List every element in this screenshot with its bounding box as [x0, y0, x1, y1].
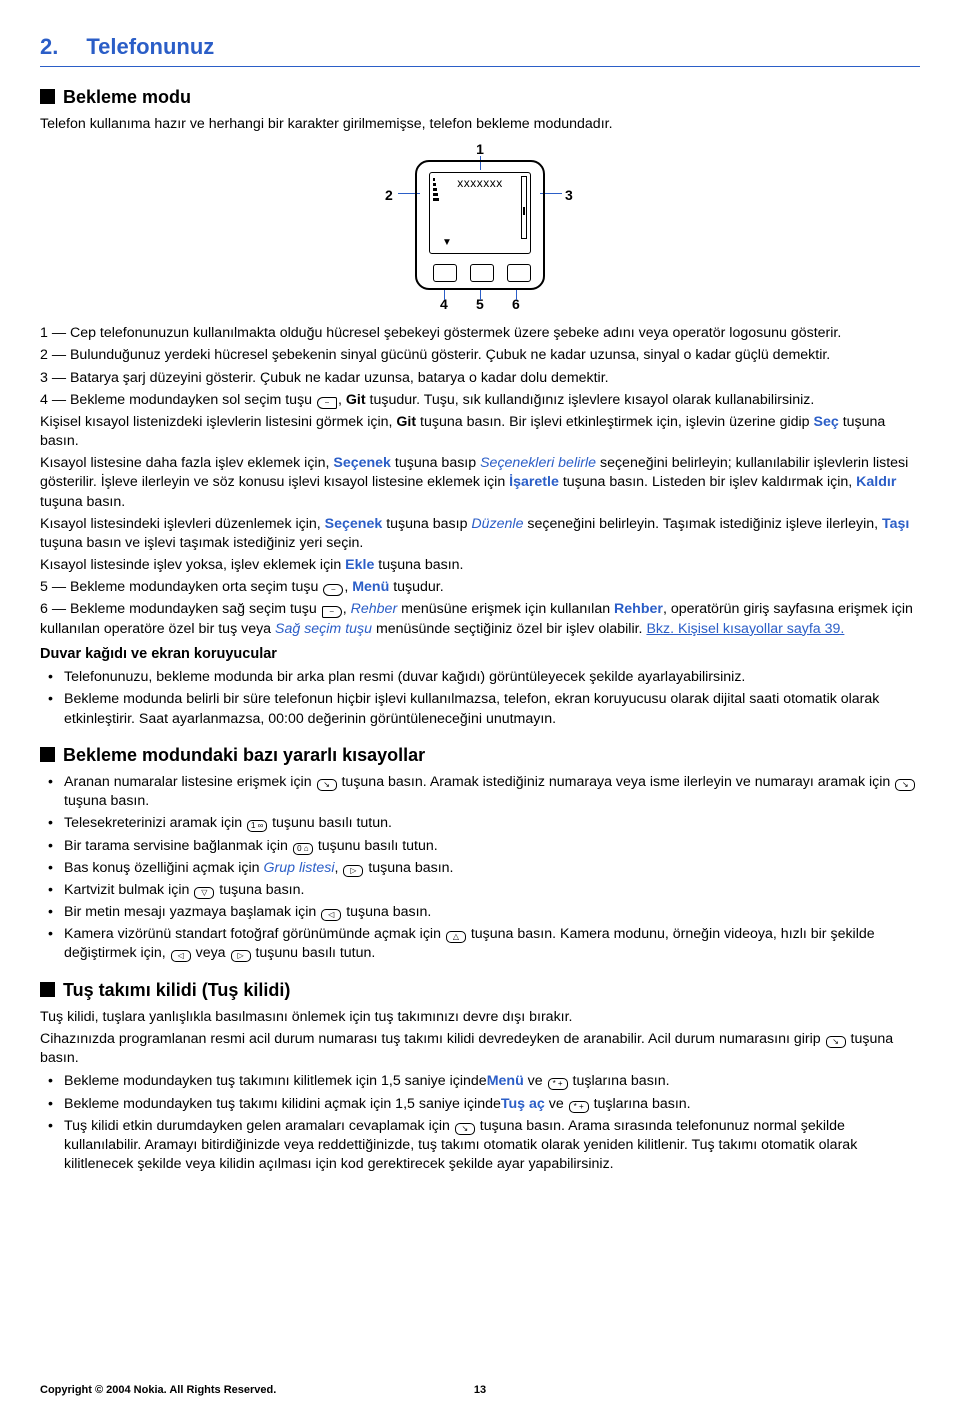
diagram-label-2: 2 [385, 186, 393, 205]
section-standby: Bekleme modu [40, 85, 920, 109]
shortcuts-list: Aranan numaralar listesine erişmek için … [40, 773, 920, 964]
list-item: Bir tarama servisine bağlanmak için 0 ⌂ … [40, 837, 920, 856]
softkey-mid [470, 264, 494, 282]
phone-body: xxxxxxx ▼ [415, 160, 545, 290]
diagram-label-3: 3 [565, 186, 573, 205]
softkey-left [433, 264, 457, 282]
call-key-icon: ↘ [895, 779, 915, 791]
softkey-right-icon: ⎯ [322, 606, 342, 618]
intro-text: Telefon kullanıma hazır ve herhangi bir … [40, 115, 920, 134]
para-7: Kısayol listesindeki işlevleri düzenleme… [40, 515, 920, 553]
chapter-title: 2. Telefonunuz [40, 32, 920, 67]
page-number: 13 [474, 1383, 486, 1398]
item-3: 3 — Batarya şarj düzeyini gösterir. Çubu… [40, 369, 920, 388]
right-key-icon: ▷ [343, 865, 363, 877]
link-shortcuts[interactable]: Bkz. Kişisel kısayollar sayfa 39. [646, 621, 844, 637]
list-item: Kamera vizörünü standart fotoğraf görünü… [40, 925, 920, 963]
item-5: 5 — Bekleme modundayken orta seçim tuşu … [40, 578, 920, 597]
phone-diagram: 1 2 3 4 5 6 xxxxxxx ▼ [40, 142, 920, 312]
page-footer: Copyright © 2004 Nokia. All Rights Reser… [40, 1383, 920, 1398]
softkey-right [507, 264, 531, 282]
star-key-icon: * + [548, 1078, 568, 1090]
star-key-icon: * + [569, 1101, 589, 1113]
keylock-2: Cihazınızda programlanan resmi acil duru… [40, 1030, 920, 1068]
para-6: Kısayol listesine daha fazla işlev eklem… [40, 454, 920, 512]
right-key-icon: ▷ [231, 950, 251, 962]
item-1: 1 — Cep telefonunuzun kullanılmakta oldu… [40, 324, 920, 343]
call-key-icon: ↘ [317, 779, 337, 791]
list-item: Bekleme modundayken tuş takımını kilitle… [40, 1072, 920, 1091]
section-shortcuts: Bekleme modundaki bazı yararlı kısayolla… [40, 743, 920, 767]
left-key-icon: ◁ [321, 909, 341, 921]
list-item: Telefonunuzu, bekleme modunda bir arka p… [40, 668, 920, 687]
list-item: Bekleme modundayken tuş takımı kilidini … [40, 1095, 920, 1114]
signal-icon [433, 176, 439, 239]
list-item: Kartvizit bulmak için ▽ tuşuna basın. [40, 881, 920, 900]
down-key-icon: ▽ [194, 887, 214, 899]
copyright-text: Copyright © 2004 Nokia. All Rights Reser… [40, 1384, 276, 1396]
antenna-icon: ▼ [442, 236, 452, 250]
battery-icon [521, 176, 527, 239]
operator-text: xxxxxxx [430, 175, 530, 191]
item-2: 2 — Bulunduğunuz yerdeki hücresel şebeke… [40, 346, 920, 365]
zero-key-icon: 0 ⌂ [293, 843, 313, 855]
call-key-icon: ↘ [826, 1036, 846, 1048]
left-key-icon: ◁ [171, 950, 191, 962]
softkey-left-icon: ⎯ [317, 397, 337, 409]
keylock-list: Bekleme modundayken tuş takımını kilitle… [40, 1072, 920, 1174]
chapter-number: 2. [40, 34, 58, 59]
phone-screen: xxxxxxx ▼ [429, 172, 531, 254]
wallpaper-heading: Duvar kağıdı ve ekran koruyucular [40, 645, 920, 665]
item-4: 4 — Bekleme modundayken sol seçim tuşu ⎯… [40, 391, 920, 410]
call-key-icon: ↘ [455, 1123, 475, 1135]
section-keylock: Tuş takımı kilidi (Tuş kilidi) [40, 978, 920, 1002]
softkey-mid-icon: ⎯ [323, 584, 343, 596]
item-6: 6 — Bekleme modundayken sağ seçim tuşu ⎯… [40, 600, 920, 638]
list-item: Telesekreterinizi aramak için 1 ∞ tuşunu… [40, 814, 920, 833]
wallpaper-list: Telefonunuzu, bekleme modunda bir arka p… [40, 668, 920, 729]
list-item: Aranan numaralar listesine erişmek için … [40, 773, 920, 811]
chapter-text: Telefonunuz [86, 34, 214, 59]
list-item: Tuş kilidi etkin durumdayken gelen arama… [40, 1117, 920, 1175]
list-item: Bir metin mesajı yazmaya başlamak için ◁… [40, 903, 920, 922]
list-item: Bas konuş özelliğini açmak için Grup lis… [40, 859, 920, 878]
list-item: Bekleme modunda belirli bir süre telefon… [40, 690, 920, 728]
para-8: Kısayol listesinde işlev yoksa, işlev ek… [40, 556, 920, 575]
up-key-icon: △ [446, 931, 466, 943]
para-5: Kişisel kısayol listenizdeki işlevlerin … [40, 413, 920, 451]
one-key-icon: 1 ∞ [247, 820, 267, 832]
keylock-1: Tuş kilidi, tuşlara yanlışlıkla basılmas… [40, 1008, 920, 1027]
